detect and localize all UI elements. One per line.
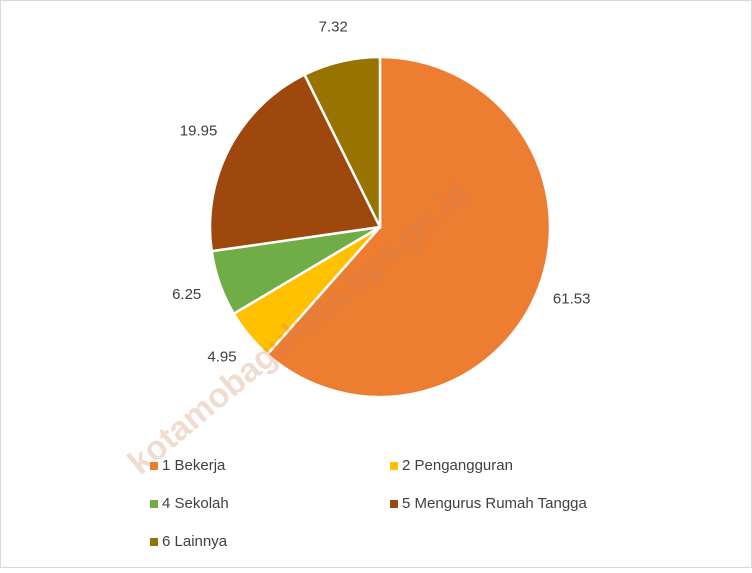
data-label: 19.95 xyxy=(180,123,218,140)
data-label: 61.53 xyxy=(553,291,591,308)
legend-marker xyxy=(150,500,158,508)
legend-label: 4 Sekolah xyxy=(162,495,229,512)
pie-slice xyxy=(208,72,382,253)
legend-label: 6 Lainnya xyxy=(162,533,228,550)
legend-label: 5 Mengurus Rumah Tangga xyxy=(402,495,587,512)
legend-marker xyxy=(150,462,158,470)
data-label: 6.25 xyxy=(172,286,201,303)
pie-slice xyxy=(302,55,382,228)
legend-marker xyxy=(390,462,398,470)
data-label: 4.95 xyxy=(207,349,236,366)
pie-slice xyxy=(265,55,552,399)
legend-marker xyxy=(150,538,158,546)
data-label: 7.32 xyxy=(319,18,348,35)
legend-marker xyxy=(390,500,398,508)
legend-label: 2 Pengangguran xyxy=(402,457,513,474)
legend-label: 1 Bekerja xyxy=(162,457,226,474)
